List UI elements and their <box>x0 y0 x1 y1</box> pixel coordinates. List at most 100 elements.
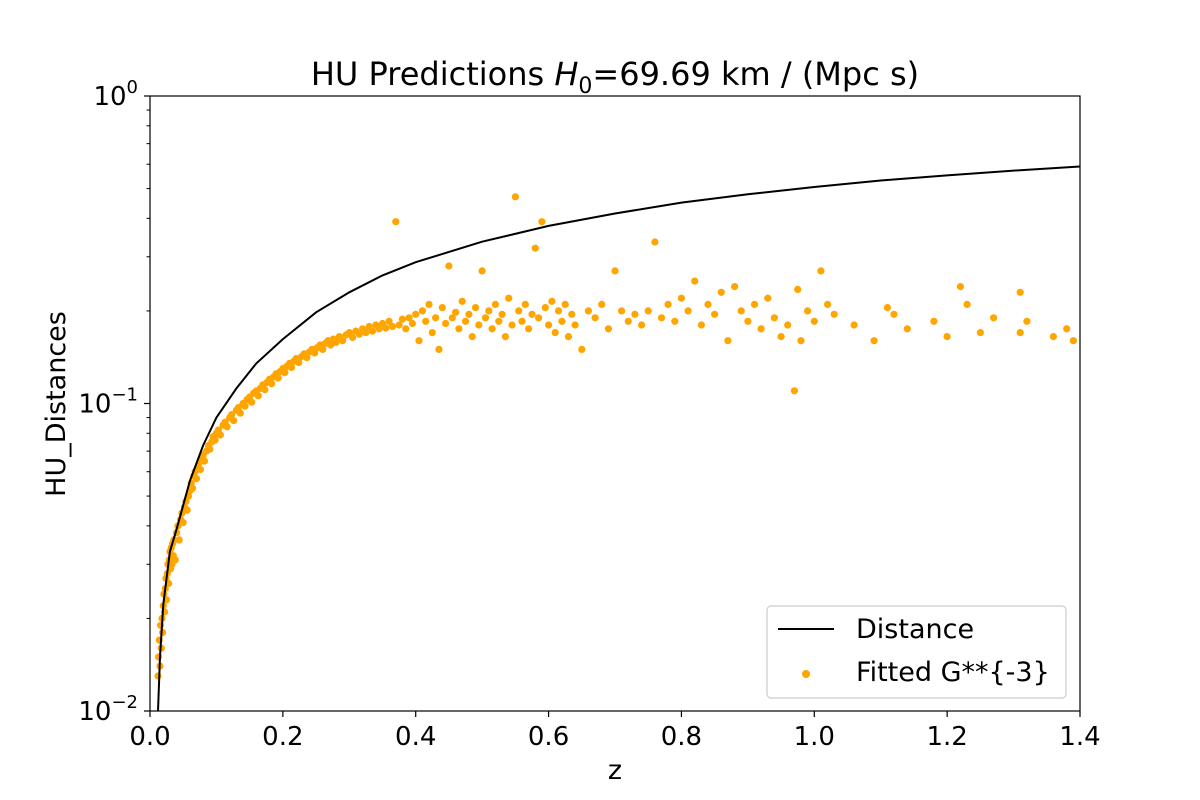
scatter-point-195 <box>691 277 699 285</box>
scatter-point-131 <box>418 307 426 315</box>
scatter-point-34 <box>183 506 191 514</box>
legend-label-fitted: Fitted G**{-3} <box>856 657 1050 688</box>
x-tick-label-6: 1.2 <box>926 722 967 752</box>
scatter-point-149 <box>478 267 486 275</box>
scatter-point-193 <box>677 294 686 302</box>
x-tick-label-1: 0.2 <box>262 722 303 752</box>
scatter-point-185 <box>624 317 632 325</box>
scatter-point-156 <box>501 333 509 341</box>
scatter-point-105 <box>332 338 340 346</box>
scatter-point-70 <box>248 398 256 406</box>
scatter-point-132 <box>422 317 430 325</box>
scatter-point-218 <box>850 321 858 329</box>
scatter-point-85 <box>281 369 289 377</box>
scatter-point-143 <box>458 297 466 305</box>
scatter-point-184 <box>618 307 626 315</box>
scatter-point-159 <box>511 193 519 201</box>
scatter-point-194 <box>684 307 692 315</box>
y-tick-label-1: 10−1 <box>78 385 138 420</box>
y-tick-label-0: 10−2 <box>78 692 138 727</box>
scatter-point-161 <box>518 317 526 325</box>
scatter-point-187 <box>638 321 646 329</box>
scatter-point-189 <box>651 238 659 246</box>
scatter-point-227 <box>976 329 985 337</box>
scatter-point-208 <box>777 333 785 341</box>
scatter-point-172 <box>554 307 563 315</box>
legend: Distance Fitted G**{-3} <box>766 605 1067 699</box>
scatter-point-38 <box>188 484 197 492</box>
scatter-point-207 <box>770 314 779 322</box>
scatter-point-107 <box>339 337 347 345</box>
plot-area <box>154 165 1081 712</box>
scatter-point-146 <box>468 333 476 341</box>
scatter-point-136 <box>435 345 443 353</box>
scatter-point-230 <box>1016 329 1024 337</box>
scatter-point-192 <box>671 317 679 325</box>
scatter-point-233 <box>1063 325 1071 333</box>
scatter-point-100 <box>319 345 327 353</box>
scatter-point-120 <box>382 324 390 332</box>
title-suffix: =69.69 km / (Mpc s) <box>592 55 919 93</box>
scatter-point-31 <box>179 519 187 527</box>
scatter-point-62 <box>230 417 238 425</box>
scatter-point-202 <box>737 307 745 315</box>
scatter-point-145 <box>465 310 473 318</box>
scatter-point-190 <box>657 314 666 322</box>
scatter-point-213 <box>804 307 812 315</box>
scatter-point-171 <box>551 329 559 337</box>
distance-line <box>157 165 1081 712</box>
scatter-point-142 <box>455 325 463 333</box>
scatter-point-64 <box>234 404 242 412</box>
scatter-point-155 <box>498 310 506 318</box>
scatter-point-140 <box>448 314 456 322</box>
scatter-point-144 <box>461 317 470 325</box>
scatter-point-197 <box>704 300 712 308</box>
scatter-point-167 <box>538 218 546 226</box>
y-axis-label: HU_Distances <box>41 311 72 497</box>
scatter-point-206 <box>764 294 772 302</box>
scatter-point-225 <box>956 283 965 291</box>
title-prefix: HU Predictions <box>311 55 554 93</box>
chart-title: HU Predictions H0=69.69 km / (Mpc s) <box>311 55 919 99</box>
scatter-point-178 <box>578 345 586 353</box>
scatter-point-180 <box>591 314 599 322</box>
scatter-point-122 <box>388 322 397 331</box>
scatter-point-152 <box>488 325 496 333</box>
scatter-point-205 <box>757 325 765 333</box>
scatter-point-220 <box>883 304 892 312</box>
scatter-point-163 <box>525 325 533 333</box>
x-axis-label: z <box>608 755 622 786</box>
scatter-point-114 <box>362 329 370 337</box>
scatter-point-181 <box>598 300 606 308</box>
scatter-point-228 <box>990 314 998 322</box>
scatter-point-150 <box>481 314 490 322</box>
legend-label-distance: Distance <box>856 614 974 645</box>
x-axis-ticks: 0.0 0.2 0.4 0.6 0.8 1.0 1.2 1.4 <box>129 711 1101 752</box>
scatter-point-53 <box>211 436 219 444</box>
scatter-point-50 <box>206 445 214 453</box>
scatter-point-28 <box>175 536 183 544</box>
scatter-point-188 <box>644 307 652 315</box>
scatter-point-147 <box>471 304 480 312</box>
title-variable: H <box>554 55 578 93</box>
x-tick-label-0: 0.0 <box>129 722 170 752</box>
scatter-point-151 <box>485 307 493 315</box>
scatter-point-209 <box>784 321 792 329</box>
scatter-point-157 <box>505 294 513 302</box>
scatter-point-88 <box>287 363 296 371</box>
scatter-point-229 <box>1016 288 1024 296</box>
scatter-point-177 <box>571 321 579 329</box>
scatter-point-158 <box>508 321 516 329</box>
scatter-point-148 <box>475 321 483 329</box>
scatter-point-82 <box>274 374 282 382</box>
scatter-point-174 <box>561 300 569 308</box>
scatter-point-165 <box>531 244 539 252</box>
scatter-point-65 <box>236 409 244 417</box>
scatter-point-76 <box>261 386 269 394</box>
x-tick-label-5: 1.0 <box>794 722 835 752</box>
x-tick-label-2: 0.4 <box>395 722 436 752</box>
scatter-point-219 <box>870 337 878 345</box>
scatter-point-59 <box>223 423 231 431</box>
scatter-point-138 <box>442 319 450 328</box>
scatter-point-61 <box>228 411 236 419</box>
